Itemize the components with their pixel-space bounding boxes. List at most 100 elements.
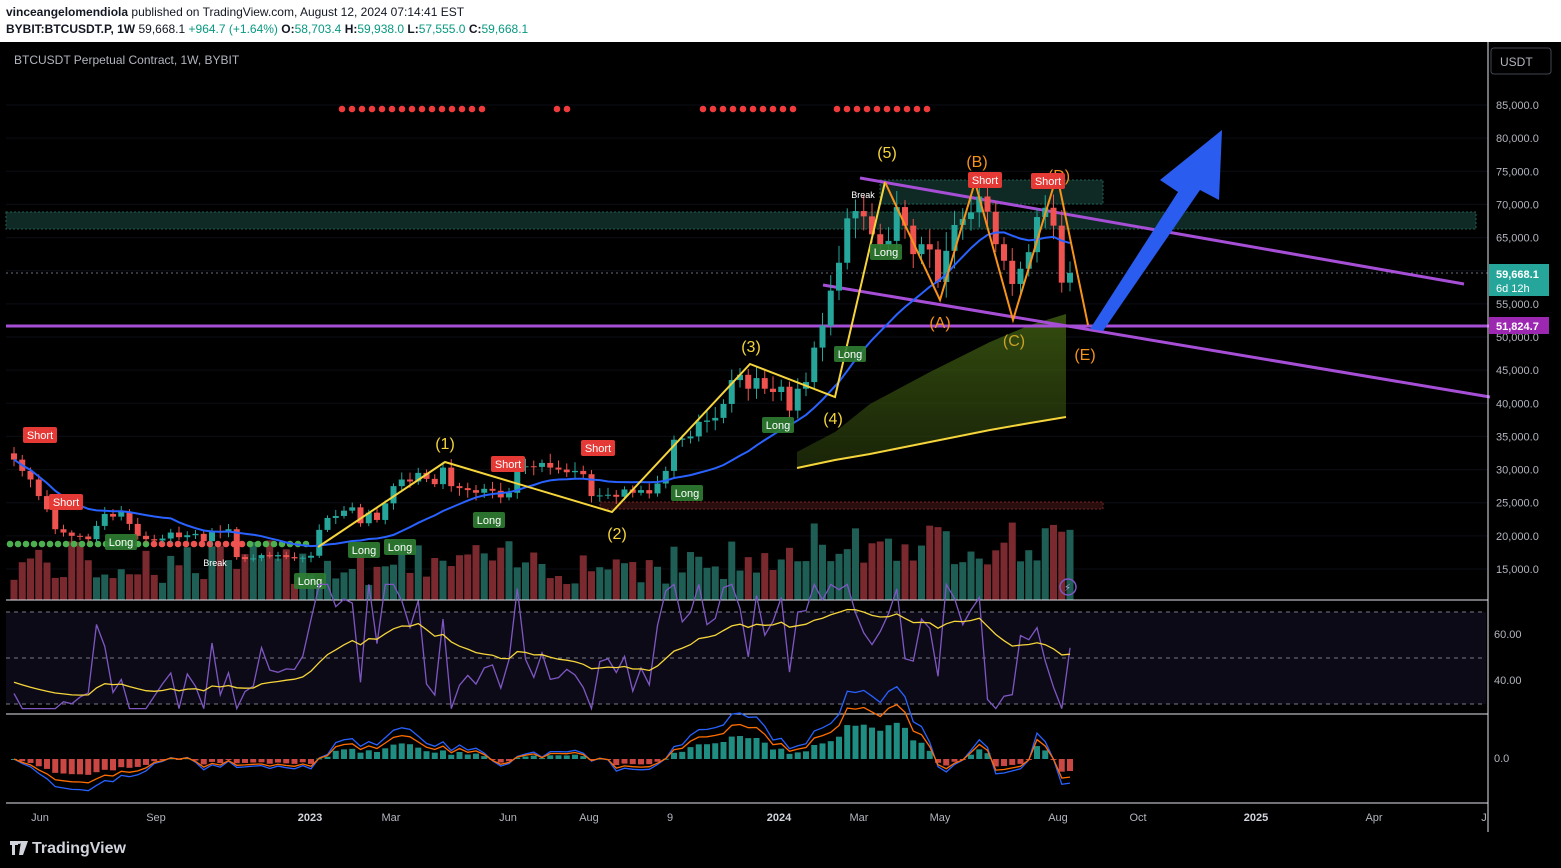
long-signal-tag: Long: [109, 537, 133, 549]
candle-body: [365, 512, 372, 524]
candle-body: [836, 262, 842, 291]
short-signal-tag: Short: [1035, 176, 1061, 188]
macd-histogram-bar: [926, 750, 933, 759]
volume-bar: [703, 567, 711, 600]
last-price-tag-countdown: 6d 12h: [1496, 283, 1530, 295]
macd-histogram-bar: [844, 725, 851, 759]
signal-dot: [478, 105, 486, 113]
signal-dot: [553, 105, 561, 113]
demand-zone: [599, 501, 1104, 510]
macd-histogram-bar: [151, 759, 158, 762]
volume-bar: [431, 557, 439, 600]
signal-dot: [769, 105, 777, 113]
signal-dot: [729, 105, 737, 113]
volume-bar: [794, 561, 802, 600]
volume-bar: [233, 568, 241, 600]
trend-dot: [238, 540, 246, 548]
macd-histogram-bar: [786, 753, 793, 759]
time-tick-label: 2024: [767, 812, 792, 824]
rsi-ma-line: [13, 608, 1071, 696]
macd-histogram-bar: [869, 727, 875, 759]
volume-bar: [612, 559, 620, 600]
short-signal-tag: Short: [27, 430, 53, 442]
footer: TradingView: [0, 832, 1561, 868]
volume-bar: [27, 558, 34, 600]
volume-bar: [728, 541, 736, 600]
macd-histogram-bar: [654, 759, 661, 762]
candle-body: [431, 478, 438, 485]
rsi-tick-60: 60.00: [1494, 629, 1522, 641]
currency-button-label[interactable]: USDT: [1500, 55, 1533, 69]
volume-bar: [769, 569, 777, 600]
long-signal-tag: Long: [874, 247, 898, 259]
symbol-label: BYBIT:BTCUSDT.P, 1W: [6, 22, 136, 36]
volume-bar: [35, 549, 43, 600]
candle-body: [126, 511, 133, 524]
volume-bar: [571, 583, 579, 600]
volume-bar: [1033, 560, 1041, 600]
candle-body: [349, 507, 356, 511]
volume-bar: [687, 552, 694, 600]
time-tick-label: 2025: [1244, 812, 1268, 824]
author-name[interactable]: vinceangelomendiola: [6, 5, 129, 19]
signal-dots: [6, 105, 931, 548]
volume-bar: [126, 574, 133, 600]
macd-histogram-bar: [580, 756, 587, 759]
volume-bar: [835, 553, 843, 600]
currency-button-frame[interactable]: [1490, 47, 1552, 75]
signal-dot: [893, 105, 901, 113]
price-tick-label: 50,000.0: [1496, 332, 1539, 344]
macd-histogram-bar: [242, 759, 248, 763]
candle-body: [68, 532, 75, 536]
volume-bar: [456, 555, 463, 600]
volume-bar: [183, 547, 191, 600]
candle-body: [184, 535, 191, 538]
volume-bar: [398, 543, 406, 600]
volume-bar: [852, 528, 859, 600]
candle-body: [1001, 244, 1007, 261]
candle-body: [613, 494, 620, 497]
macd-histogram-bar: [1001, 759, 1007, 766]
candle-body: [398, 479, 405, 487]
signal-dot: [913, 105, 921, 113]
long-signal-tag-box: [671, 485, 703, 501]
macd-histogram-bar: [431, 752, 438, 759]
candle-body: [250, 558, 257, 560]
candle-body: [35, 479, 42, 497]
currency-button[interactable]: USDT: [1490, 47, 1552, 75]
signal-dot: [739, 105, 747, 113]
price-tick-label: 65,000.0: [1496, 233, 1539, 245]
macd-histogram-bar: [27, 759, 34, 763]
volume-bar: [340, 572, 348, 600]
lightning-icon[interactable]: [1059, 578, 1077, 596]
volume-bar: [951, 564, 958, 600]
candle-body: [1058, 225, 1065, 283]
volume-bar: [513, 567, 521, 600]
candle-body: [968, 212, 974, 220]
macd-histogram-bar: [877, 730, 884, 759]
signal-dot: [358, 105, 366, 113]
trend-dot: [142, 540, 150, 548]
candle-body: [819, 325, 826, 348]
volume-bar: [51, 577, 59, 600]
time-tick-label: Sep: [146, 812, 166, 824]
long-signal-tag-box: [384, 539, 416, 555]
macd-histogram-bar: [629, 759, 636, 765]
macd-histogram-bar: [299, 759, 306, 763]
candle-body: [93, 525, 100, 540]
macd-histogram-bar: [101, 759, 108, 770]
macd-histogram-bar: [563, 755, 570, 759]
price-chart[interactable]: BTCUSDT Perpetual Contract, 1W, BYBIT (1…: [0, 42, 1561, 832]
candle-body: [209, 531, 215, 542]
macd-histogram-bar: [233, 759, 240, 764]
volume-bar: [893, 560, 901, 600]
macd-histogram-bar: [506, 759, 512, 762]
correction-wave-path: [884, 174, 1089, 326]
tradingview-logo[interactable]: TradingView: [10, 840, 126, 858]
volume-bar: [216, 546, 224, 600]
trend-dot: [182, 540, 190, 548]
macd-histogram-bar: [596, 758, 603, 760]
macd-histogram-bar: [778, 748, 785, 759]
candle-body: [357, 507, 364, 524]
macd-histogram-bar: [695, 744, 702, 759]
